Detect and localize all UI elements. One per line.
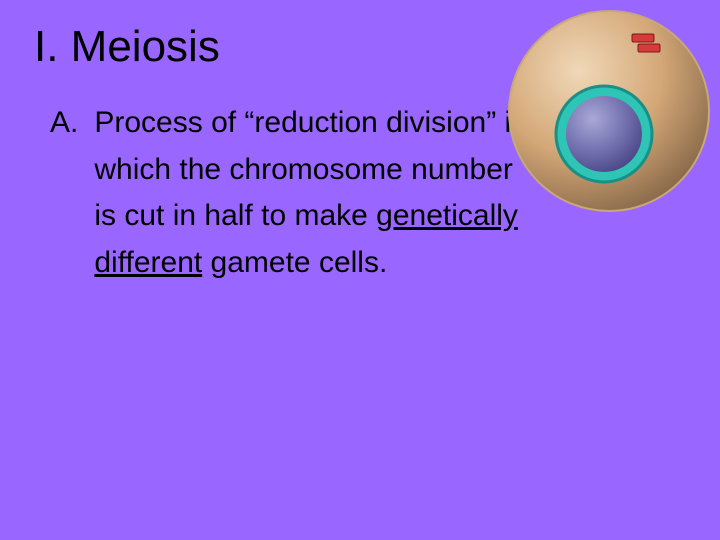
cell-icon (504, 6, 714, 216)
body-text: Process of “reduction division” in which… (94, 100, 534, 286)
body-text-post: gamete cells. (202, 246, 387, 279)
bullet-label: A. (50, 100, 78, 147)
slide: I. Meiosis A. Process of “reduction divi… (0, 0, 720, 540)
nucleus (566, 96, 642, 172)
